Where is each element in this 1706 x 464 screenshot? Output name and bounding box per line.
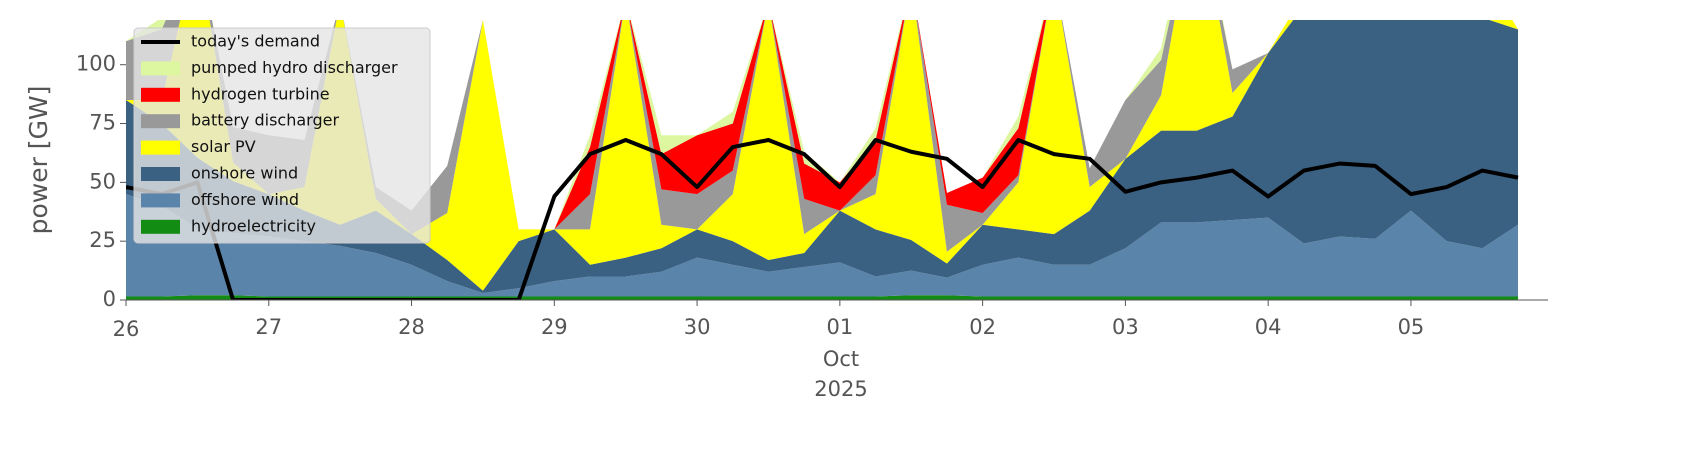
legend-swatch [141,114,180,129]
y-tick-label: 25 [89,228,116,252]
y-axis-label: power [GW] [24,86,53,235]
month-label: Oct [823,347,859,371]
x-tick-label: 28 [398,315,425,339]
x-tick-label: 27 [255,315,282,339]
area [126,194,1519,297]
y-tick-label: 0 [103,287,116,311]
legend-swatch [141,219,180,234]
legend-swatch [141,167,180,181]
demand-line [126,138,1519,300]
legend-label: hydroelectricity [191,216,316,235]
area [126,20,1519,230]
x-tick-label: 04 [1255,315,1282,339]
legend-label: hydrogen turbine [191,84,330,103]
x-tick-label: 01 [826,315,853,339]
x-tick-label: 26 [113,317,140,341]
legend-label: solar PV [191,137,256,156]
x-tick-label: 29 [541,315,568,339]
plot-area [126,20,1519,300]
x-tick-label: 05 [1398,315,1425,339]
legend-label: today's demand [191,32,320,51]
legend-label: pumped hydro discharger [191,58,398,77]
legend-box [133,27,431,244]
area [126,20,1519,293]
legend-label: battery discharger [191,111,339,130]
y-tick-label: 75 [89,111,116,135]
legend-swatch [141,87,180,102]
area [126,20,1519,252]
legend: today's demand pumped hydro discharger hyd… [133,27,431,244]
x-tick-label: 30 [684,315,711,339]
legend-swatch [141,140,180,155]
x-tick-label: 03 [1112,315,1139,339]
area [126,20,1519,291]
x-tick-label: 02 [969,315,996,339]
legend-swatch [141,193,180,208]
legend-label: onshore wind [191,164,298,183]
y-tick-label: 50 [89,169,116,193]
year-label: 2025 [814,377,867,401]
y-tick-label: 100 [76,52,116,76]
legend-label: offshore wind [191,190,299,209]
legend-swatch [141,61,180,76]
